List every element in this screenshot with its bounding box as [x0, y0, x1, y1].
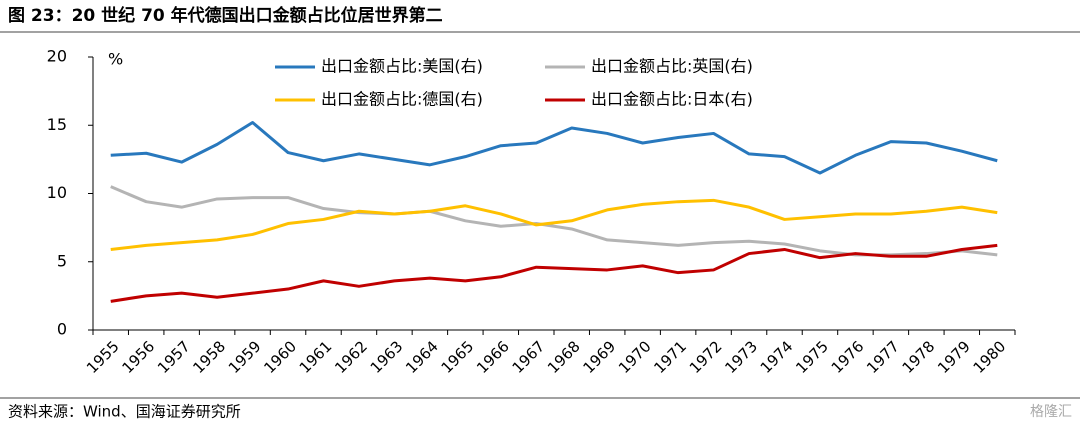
x-tick-label: 1958 [189, 337, 229, 377]
y-tick-label: 0 [57, 320, 67, 339]
x-tick-label: 1959 [225, 337, 265, 377]
line-series [110, 243, 998, 303]
x-tick-label: 1971 [650, 337, 690, 377]
x-tick-label: 1979 [934, 337, 974, 377]
legend-label: 出口金额占比:德国(右) [321, 90, 483, 109]
x-tick-label: 1963 [367, 337, 407, 377]
x-tick-label: 1978 [899, 337, 939, 377]
watermark: 格隆汇 [1030, 404, 1072, 420]
x-tick-label: 1960 [260, 337, 300, 377]
x-tick-label: 1977 [863, 337, 903, 377]
x-tick-label: 1974 [757, 337, 797, 377]
x-tick-label: 1975 [792, 337, 832, 377]
x-tick-label: 1976 [828, 337, 868, 377]
x-tick-label: 1969 [579, 337, 619, 377]
x-tick-label: 1962 [331, 337, 371, 377]
y-tick-label: 15 [47, 115, 67, 134]
x-tick-label: 1961 [296, 337, 336, 377]
legend-label: 出口金额占比:英国(右) [591, 57, 753, 76]
x-tick-label: 1970 [615, 337, 655, 377]
chart-title: 图 23：20 世纪 70 年代德国出口金额占比位居世界第二 [8, 5, 443, 26]
line-series [110, 185, 998, 257]
y-tick-label: 10 [47, 183, 67, 202]
legend-label: 出口金额占比:日本(右) [591, 90, 753, 109]
line-series [110, 198, 998, 251]
x-tick-label: 1967 [509, 337, 549, 377]
line-series [110, 121, 998, 175]
x-tick-label: 1956 [118, 337, 158, 377]
y-tick-label: 20 [47, 47, 67, 66]
y-tick-label: 5 [57, 251, 67, 270]
x-tick-label: 1972 [686, 337, 726, 377]
x-tick-label: 1965 [438, 337, 478, 377]
x-tick-label: 1964 [402, 337, 442, 377]
x-tick-label: 1973 [721, 337, 761, 377]
legend-label: 出口金额占比:美国(右) [321, 57, 483, 76]
y-unit: % [108, 50, 123, 69]
x-tick-label: 1955 [83, 337, 123, 377]
x-tick-label: 1966 [473, 337, 513, 377]
x-tick-label: 1957 [154, 337, 194, 377]
x-tick-label: 1968 [544, 337, 584, 377]
source: 资料来源：Wind、国海证券研究所 [8, 403, 241, 421]
x-tick-label: 1980 [970, 337, 1010, 377]
